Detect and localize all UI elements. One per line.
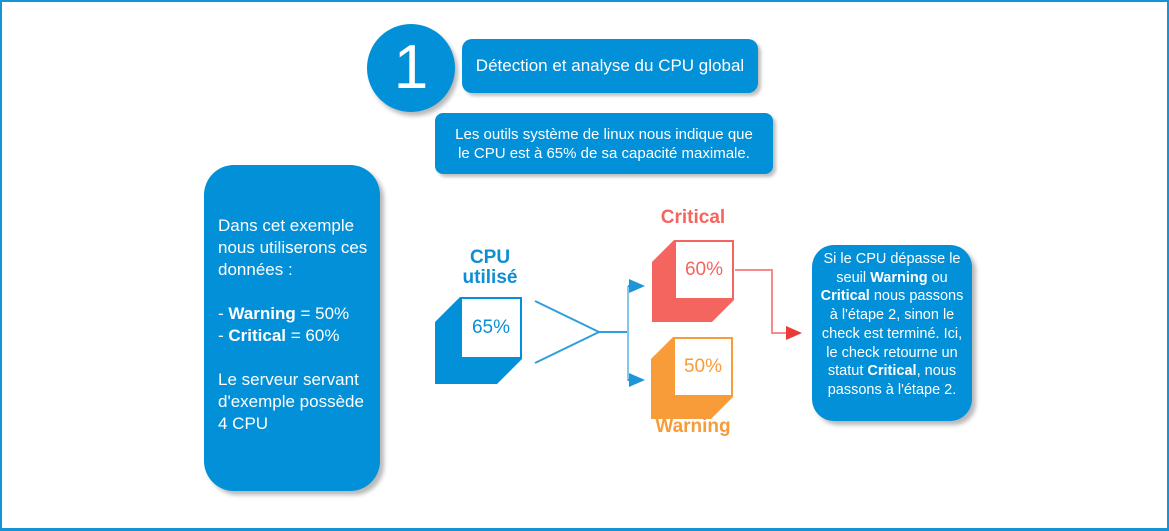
cpu-used-label: CPU utilisé: [462, 247, 518, 288]
step-number: 1: [393, 33, 429, 102]
warning-label: Warning: [655, 416, 731, 437]
critical-cube-face: 60%: [674, 240, 734, 300]
info-text: Les outils système de linux nous indique…: [455, 125, 753, 162]
critical-cube: 60%: [652, 240, 734, 322]
threshold-list: - Warning = 50% - Critical = 60%: [218, 303, 370, 347]
cpu-value: 65%: [471, 317, 511, 338]
title-banner: Détection et analyse du CPU global: [462, 39, 758, 93]
example-intro: Dans cet exemple nous utiliserons ces do…: [218, 216, 368, 279]
funnel-line-bottom: [534, 331, 600, 364]
warning-value: 50%: [683, 356, 723, 377]
step-number-badge: 1: [367, 24, 455, 112]
warning-cube: 50%: [651, 337, 733, 419]
warning-cube-face: 50%: [673, 337, 733, 397]
funnel-line-top: [534, 300, 600, 333]
critical-value: 60%: [684, 259, 724, 280]
critical-threshold-line: - Critical = 60%: [218, 326, 340, 345]
title-text: Détection et analyse du CPU global: [475, 56, 745, 75]
cpu-cube-face: 65%: [460, 297, 522, 359]
critical-result-arrow: [735, 269, 802, 340]
warning-threshold-line: - Warning = 50%: [218, 304, 350, 323]
decision-note-card: Si le CPU dépasse le seuil Warning ou Cr…: [812, 245, 972, 421]
example-outro: Le serveur servant d'exemple possède 4 C…: [218, 370, 364, 433]
critical-label: Critical: [660, 207, 726, 228]
example-data-card: Dans cet exemple nous utiliserons ces do…: [204, 165, 380, 491]
cpu-value-cube: 65%: [435, 297, 522, 384]
info-banner: Les outils système de linux nous indique…: [435, 113, 773, 174]
